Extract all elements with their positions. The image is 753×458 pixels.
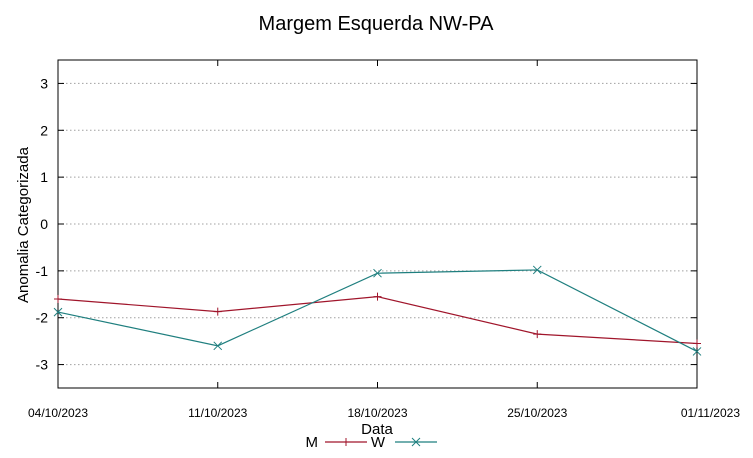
y-axis-label: Anomalia Categorizada (15, 146, 32, 303)
point-marker (693, 339, 701, 348)
axis-ticks: 3 2 1 0 -1 -2 -3 04/10/2023 11/10/2023 18/10/2023… (28, 60, 740, 420)
grid-lines (58, 82, 697, 366)
series-line-w (57, 269, 698, 352)
point-marker (533, 330, 542, 339)
plot-frame (57, 59, 698, 389)
x-axis-label: Data (361, 421, 393, 438)
point-marker (373, 292, 382, 301)
y-tick-label: 1 (40, 169, 48, 185)
series-layer (53, 265, 702, 356)
y-tick-label: -1 (36, 263, 49, 279)
point-marker (692, 347, 702, 356)
point-marker (53, 307, 63, 317)
x-tick-label: 18/10/2023 (347, 406, 407, 420)
y-tick-label: -3 (36, 357, 49, 373)
y-tick-label: 2 (40, 122, 48, 138)
legend-label: M (306, 434, 319, 451)
x-tick-label: 04/10/2023 (28, 406, 88, 420)
point-marker (213, 341, 223, 351)
chart-title: Margem Esquerda NW-PA (259, 13, 495, 35)
point-marker (213, 307, 222, 316)
legend-label: W (371, 434, 386, 451)
point-marker (532, 265, 542, 275)
y-tick-label: 3 (40, 75, 48, 91)
y-tick-label: -2 (36, 310, 49, 326)
x-tick-label: 11/10/2023 (188, 406, 247, 420)
point-marker (54, 294, 62, 303)
point-marker (373, 268, 382, 278)
point-marker (411, 437, 421, 447)
series-line-m (57, 296, 698, 345)
y-tick-label: 0 (40, 216, 48, 232)
point-marker (342, 438, 350, 446)
x-tick-label: 01/11/2023 (681, 406, 740, 420)
x-tick-label: 25/10/2023 (507, 406, 567, 420)
